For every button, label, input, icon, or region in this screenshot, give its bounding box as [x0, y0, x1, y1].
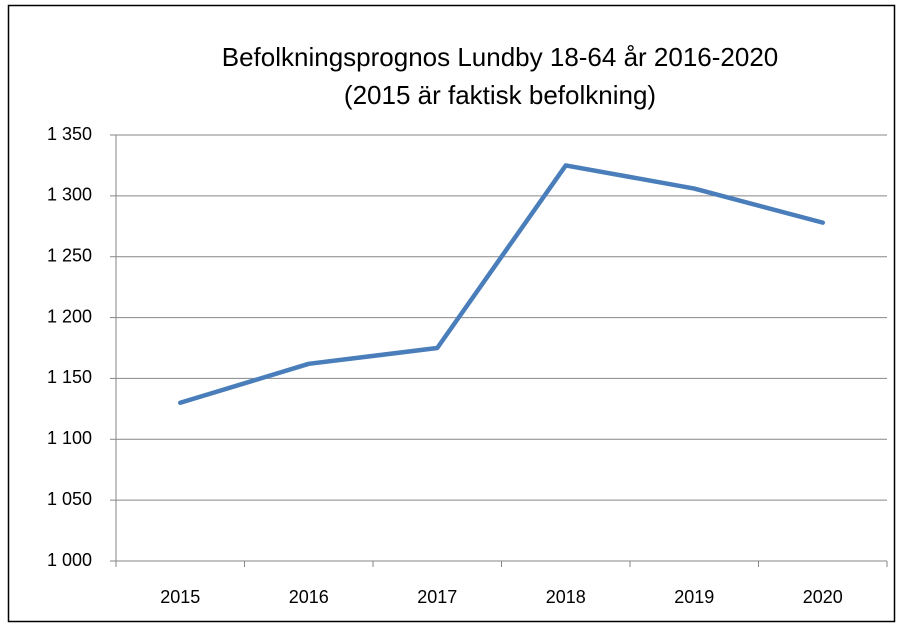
chart-border [7, 4, 896, 623]
x-tick-label: 2019 [674, 587, 714, 607]
x-tick-label: 2020 [803, 587, 843, 607]
y-tick-label: 1 300 [47, 185, 92, 205]
y-tick-label: 1 100 [47, 428, 92, 448]
x-tick-label: 2017 [417, 587, 457, 607]
x-tick-label: 2018 [546, 587, 586, 607]
y-tick-label: 1 250 [47, 245, 92, 265]
y-tick-label: 1 200 [47, 306, 92, 326]
data-line [178, 163, 825, 406]
x-tick-label: 2015 [160, 587, 200, 607]
y-tick-label: 1 350 [47, 124, 92, 144]
x-tick-label: 2016 [289, 587, 329, 607]
chart-title: (2015 är faktisk befolkning) [344, 80, 656, 110]
chart-title: Befolkningsprognos Lundby 18-64 år 2016-… [222, 42, 779, 72]
y-tick-label: 1 050 [47, 489, 92, 509]
y-tick-label: 1 000 [47, 550, 92, 570]
y-tick-label: 1 150 [47, 367, 92, 387]
